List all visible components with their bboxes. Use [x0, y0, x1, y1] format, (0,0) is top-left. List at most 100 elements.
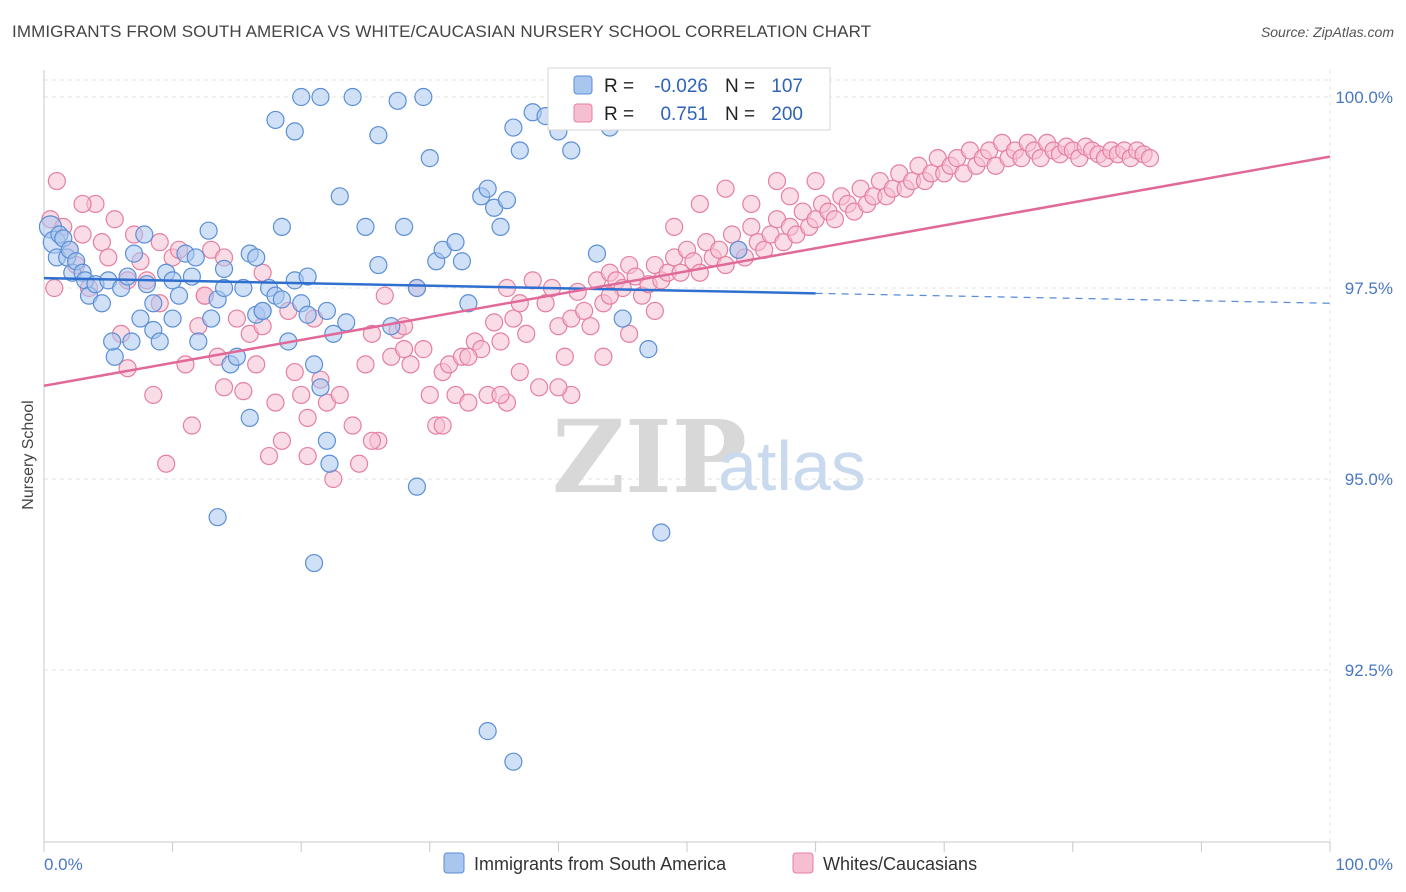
x-tick-labels: 0.0% 100.0% [44, 855, 1393, 874]
point-whites [523, 271, 542, 290]
point-whites [767, 171, 787, 191]
series-whites-points [41, 133, 1160, 489]
chart-title: IMMIGRANTS FROM SOUTH AMERICA VS WHITE/C… [12, 22, 872, 41]
point-whites [742, 217, 761, 236]
point-whites [356, 355, 375, 374]
point-immigrants [292, 87, 311, 107]
point-immigrants [163, 309, 182, 328]
point-whites [375, 286, 394, 305]
point-whites [825, 210, 844, 229]
point-immigrants [285, 122, 304, 141]
point-whites [394, 340, 414, 359]
point-whites [298, 408, 317, 427]
point-whites [517, 324, 536, 343]
point-whites [491, 385, 510, 405]
point-immigrants [311, 87, 330, 107]
point-immigrants [182, 267, 201, 286]
source-label: Source: ZipAtlas.com [1260, 24, 1394, 40]
point-whites [433, 416, 452, 435]
point-immigrants [240, 408, 259, 427]
point-immigrants [253, 301, 272, 321]
watermark: ZIP atlas [552, 398, 866, 516]
point-whites [742, 194, 761, 214]
point-whites [401, 355, 420, 374]
point-immigrants [118, 267, 137, 286]
point-immigrants [214, 278, 234, 298]
point-immigrants [407, 477, 427, 496]
point-whites [99, 248, 118, 267]
point-whites [45, 278, 64, 298]
point-immigrants [150, 332, 169, 351]
y-axis-label: Nursery School [20, 400, 37, 509]
point-whites [600, 286, 619, 305]
point-whites [292, 385, 311, 405]
point-immigrants [414, 87, 433, 107]
point-immigrants [92, 294, 111, 313]
series-immigrants-points [38, 87, 748, 771]
point-immigrants [304, 355, 324, 374]
point-whites [459, 393, 478, 412]
point-immigrants [144, 294, 163, 313]
y-tick-label: 97.5% [1345, 279, 1393, 298]
point-immigrants [388, 91, 407, 110]
point-immigrants [320, 454, 339, 473]
point-immigrants [407, 278, 427, 298]
point-immigrants [613, 309, 632, 328]
point-immigrants [504, 118, 523, 137]
point-whites [594, 347, 613, 366]
point-whites [182, 416, 201, 435]
point-whites [575, 301, 594, 321]
trend-line-whites [43, 155, 1331, 388]
point-immigrants [208, 508, 227, 527]
point-immigrants [317, 301, 337, 321]
point-whites [581, 317, 600, 336]
point-immigrants [562, 141, 581, 160]
point-immigrants [298, 305, 317, 324]
point-immigrants [729, 240, 748, 259]
point-immigrants [369, 126, 388, 145]
point-immigrants [587, 244, 607, 263]
point-whites [73, 225, 92, 244]
point-immigrants [298, 267, 317, 286]
point-whites [234, 382, 253, 401]
trend-lines [43, 155, 1331, 388]
legend-n-label-2: N = [725, 104, 755, 125]
point-immigrants [199, 221, 218, 240]
x-tick-label-max: 100.0% [1335, 855, 1393, 874]
point-immigrants [135, 225, 154, 244]
point-immigrants [369, 255, 388, 275]
bottom-legend-swatch-blue [443, 852, 465, 874]
point-immigrants [247, 248, 266, 267]
point-whites [504, 309, 523, 328]
point-immigrants [394, 217, 414, 236]
point-whites [247, 355, 266, 374]
point-immigrants [169, 286, 189, 305]
watermark-atlas: atlas [718, 427, 866, 505]
point-immigrants [189, 332, 208, 351]
point-whites [620, 324, 639, 343]
point-immigrants [186, 248, 205, 267]
point-whites [92, 233, 111, 252]
point-immigrants [103, 332, 122, 351]
point-immigrants [214, 259, 234, 278]
point-whites [73, 194, 92, 214]
point-whites [330, 385, 349, 405]
point-immigrants [478, 722, 497, 741]
point-whites [285, 362, 304, 382]
point-whites [690, 194, 709, 214]
y-tick-labels: 92.5% 95.0% 97.5% 100.0% [1335, 88, 1393, 680]
point-immigrants [356, 217, 375, 236]
axes [43, 70, 1331, 852]
point-whites [1140, 149, 1160, 168]
point-whites [324, 469, 343, 489]
point-whites [710, 240, 729, 259]
legend-n-value-1: 107 [771, 76, 803, 97]
legend-r-value-2: 0.751 [660, 104, 708, 125]
point-immigrants [452, 252, 472, 271]
bottom-legend-swatch-pink [792, 852, 814, 874]
point-immigrants [137, 275, 156, 294]
point-whites [555, 347, 574, 366]
point-immigrants [272, 217, 292, 236]
point-immigrants [504, 752, 523, 771]
point-immigrants [122, 332, 141, 351]
